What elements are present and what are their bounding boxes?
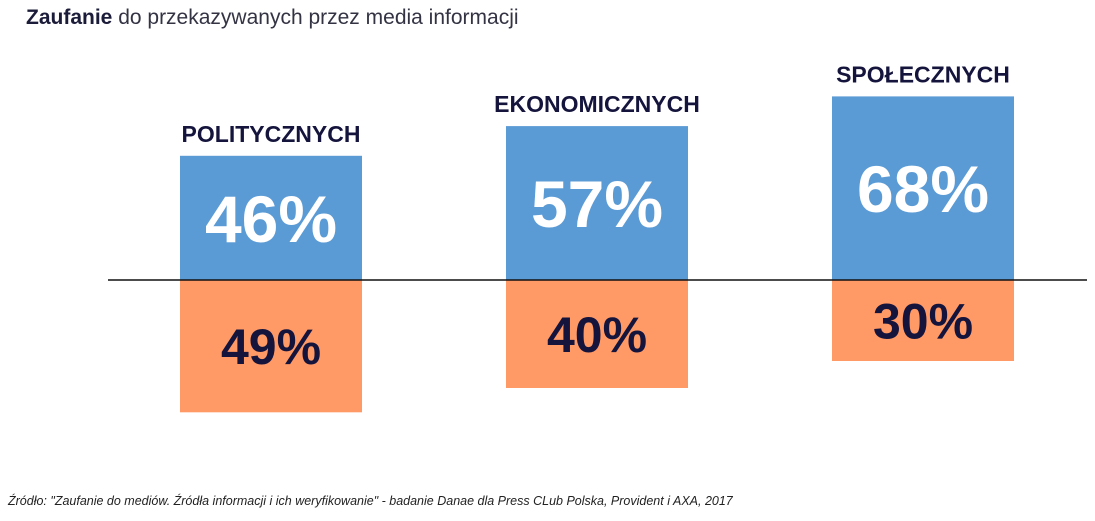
labels: POLITYCZNYCH 46% 49% EKONOMICZNYCH 57% 40% SPO… (182, 61, 1010, 375)
bar-trust-ekonomicznych (506, 126, 688, 280)
negative-bars (180, 280, 1014, 413)
value-label-distrust-politycznych: 49% (221, 319, 321, 375)
value-label-distrust-ekonomicznych: 40% (547, 307, 647, 363)
bar-distrust-ekonomicznych (506, 280, 688, 388)
positive-bars (180, 96, 1014, 281)
source-note: Źródło: "Zaufanie do mediów. Źródła info… (8, 494, 733, 508)
chart-title-bold: Zaufanie (26, 6, 113, 29)
category-label-ekonomicznych: EKONOMICZNYCH (494, 91, 700, 117)
value-label-distrust-społecznych: 30% (873, 294, 973, 350)
value-label-trust-ekonomicznych: 57% (531, 167, 663, 241)
bar-trust-politycznych (180, 155, 362, 280)
bar-distrust-społecznych (832, 280, 1014, 361)
value-label-trust-społecznych: 68% (857, 152, 989, 226)
category-label-społecznych: SPOŁECZNYCH (836, 61, 1010, 87)
chart-title: Zaufanie do przekazywanych przez media i… (26, 6, 519, 30)
category-label-politycznych: POLITYCZNYCH (182, 121, 361, 147)
chart-title-rest: do przekazywanych przez media informacji (112, 6, 519, 29)
value-label-trust-politycznych: 46% (205, 182, 337, 256)
bar-trust-społecznych (832, 96, 1014, 281)
bar-distrust-politycznych (180, 280, 362, 413)
